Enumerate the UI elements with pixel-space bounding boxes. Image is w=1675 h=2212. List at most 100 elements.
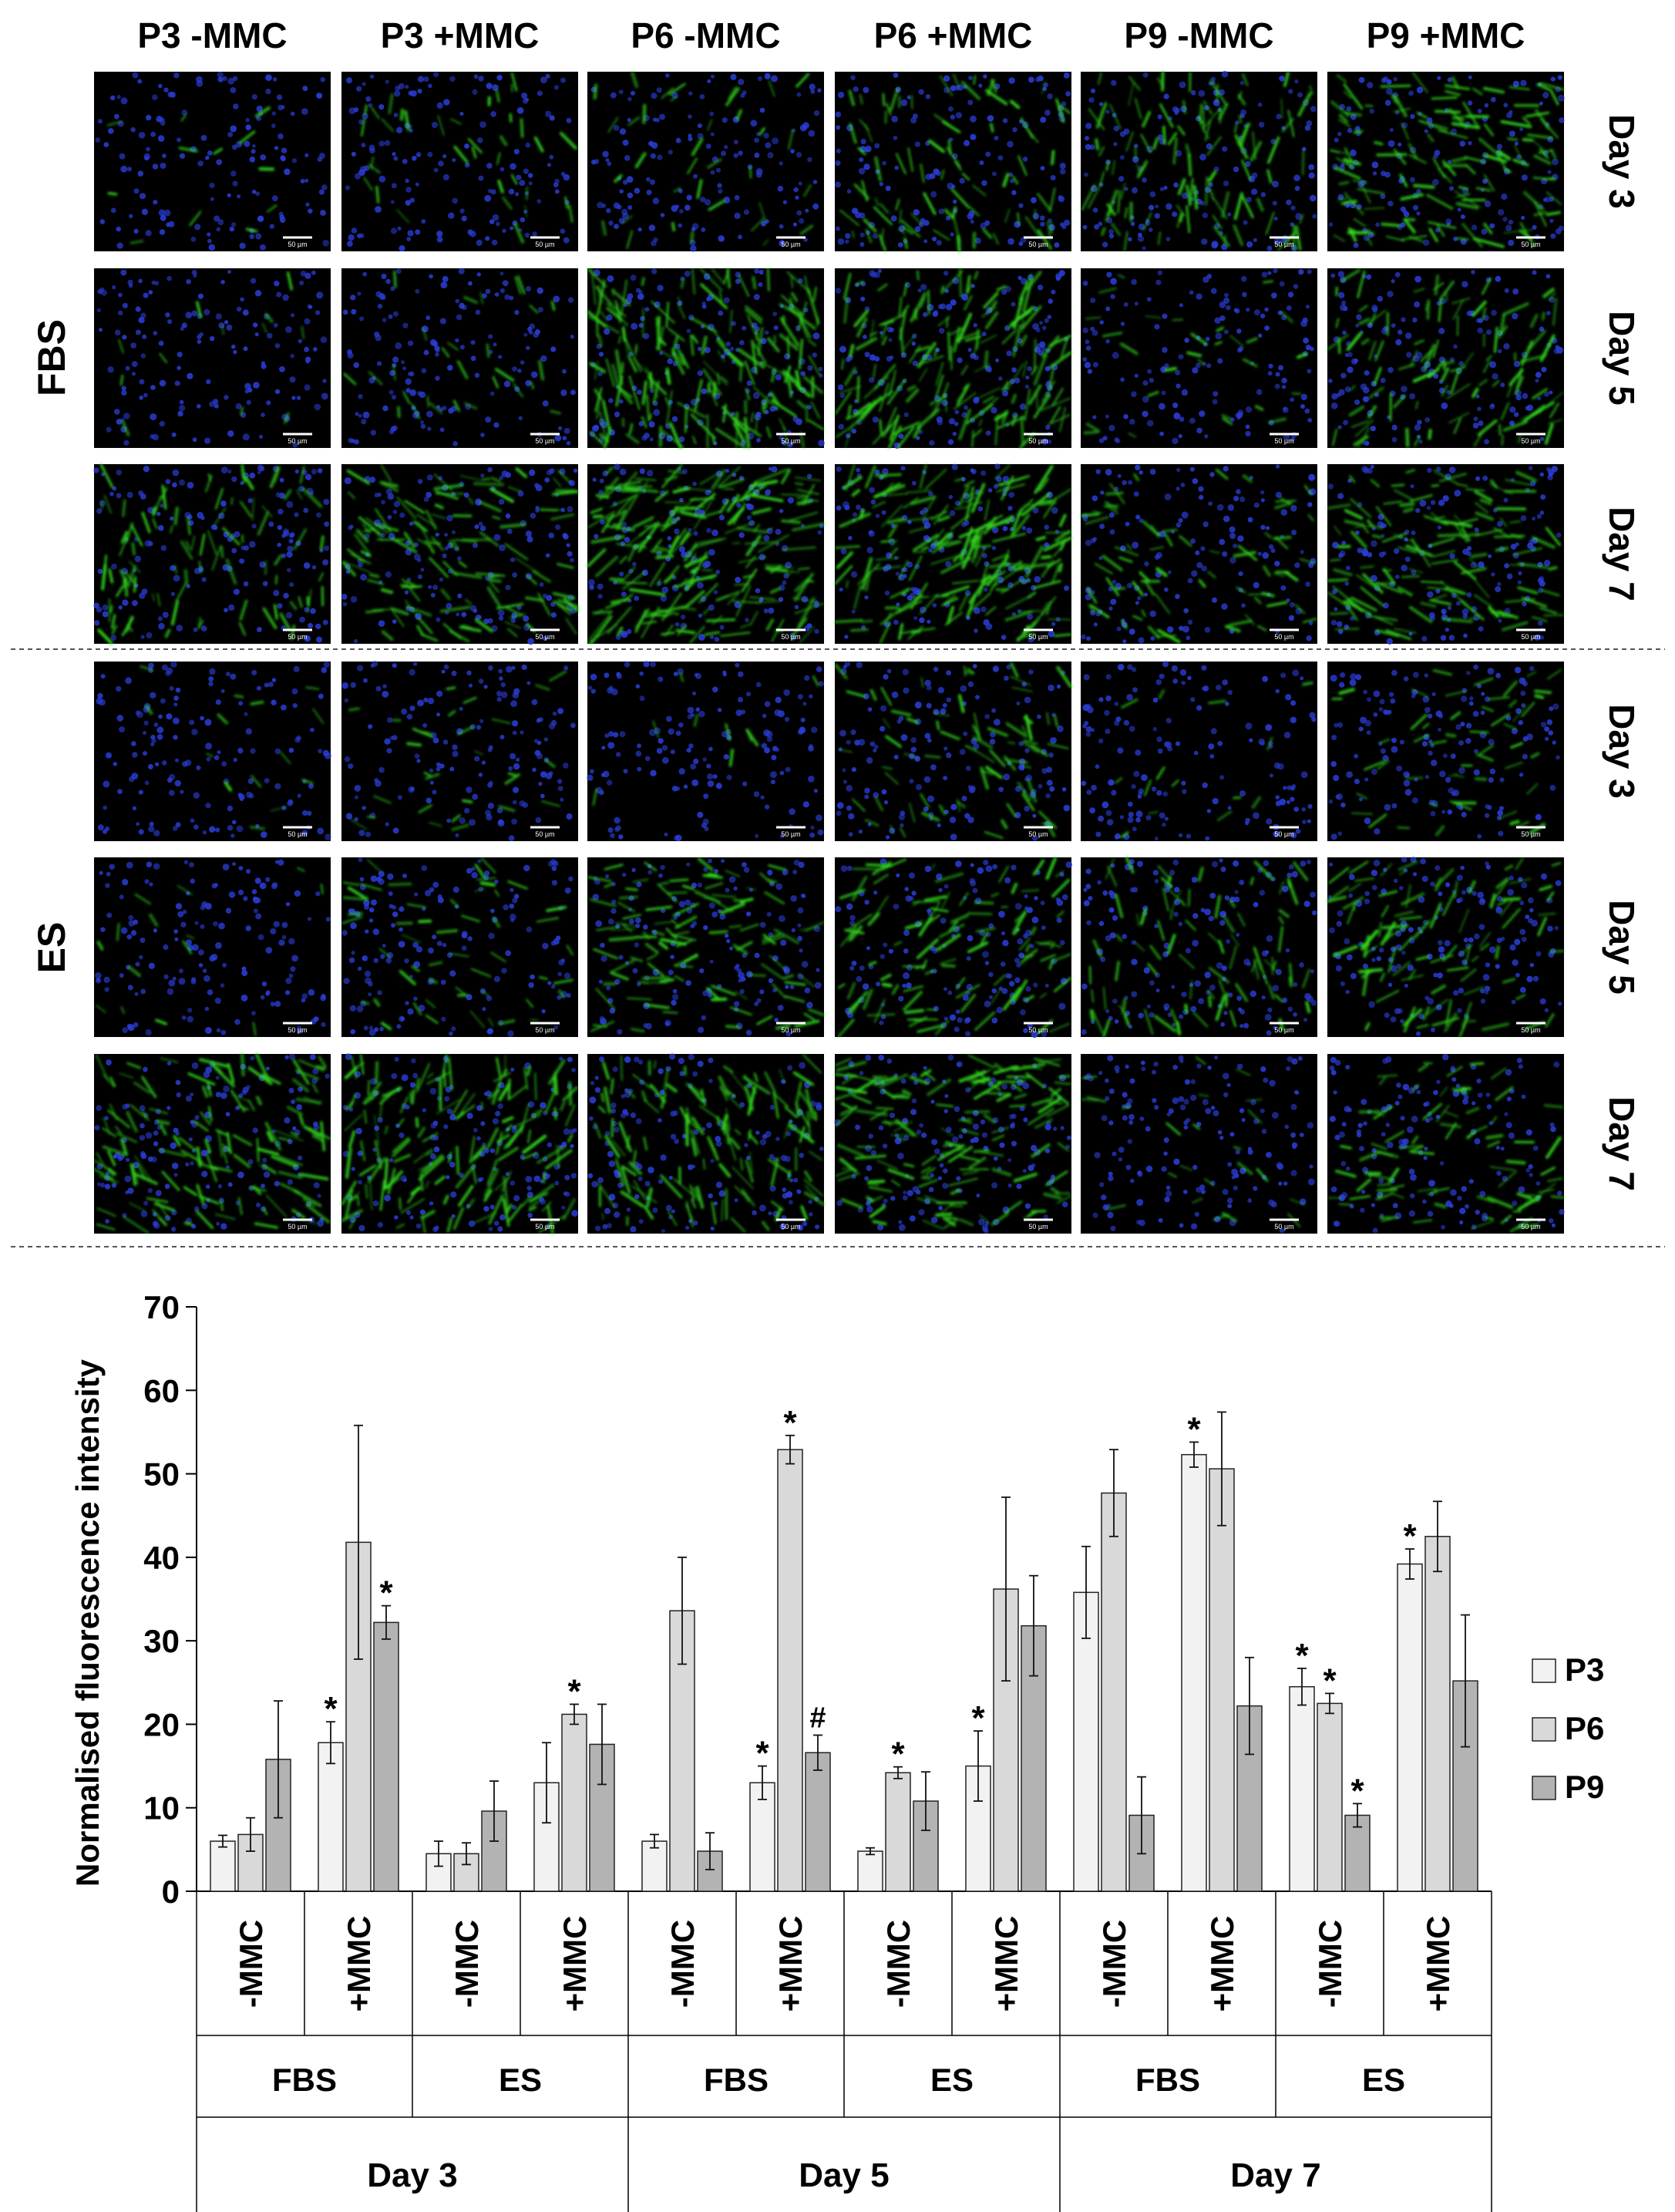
nucleus xyxy=(1515,542,1520,547)
nucleus xyxy=(490,111,496,117)
nucleus xyxy=(455,833,459,837)
nucleus xyxy=(517,369,522,373)
nucleus xyxy=(1123,414,1128,419)
nucleus xyxy=(194,224,201,231)
nucleus xyxy=(567,506,573,513)
nucleus xyxy=(160,544,167,551)
nucleus xyxy=(1447,605,1452,611)
actin-fiber xyxy=(1540,118,1559,139)
actin-fiber xyxy=(691,335,698,344)
nucleus xyxy=(131,741,136,746)
nucleus xyxy=(950,114,956,120)
nucleus xyxy=(713,590,718,594)
nucleus xyxy=(161,760,167,766)
actin-fiber xyxy=(1287,109,1295,137)
actin-fiber xyxy=(363,177,374,191)
nucleus xyxy=(132,72,139,79)
nucleus xyxy=(560,171,566,177)
actin-fiber xyxy=(677,348,687,366)
nucleus xyxy=(166,275,172,281)
nucleus xyxy=(667,536,672,541)
actin-fiber xyxy=(917,355,944,365)
nucleus xyxy=(114,409,120,415)
nucleus xyxy=(178,479,186,486)
nucleus xyxy=(255,191,261,197)
nucleus xyxy=(1027,613,1034,620)
nucleus xyxy=(342,309,348,315)
actin-fiber xyxy=(1233,224,1244,247)
nucleus xyxy=(560,389,567,396)
nucleus xyxy=(1195,362,1201,369)
nucleus xyxy=(1327,483,1334,490)
nucleus xyxy=(661,745,668,751)
nucleus xyxy=(308,623,313,628)
nucleus xyxy=(1229,526,1236,533)
nucleus xyxy=(97,824,104,831)
nucleus xyxy=(643,661,650,668)
nucleus xyxy=(455,298,460,304)
nucleus xyxy=(316,93,322,99)
nucleus xyxy=(793,187,799,193)
nucleus xyxy=(723,297,730,304)
nucleus xyxy=(1222,551,1228,557)
nucleus xyxy=(914,141,921,147)
actin-fiber xyxy=(849,344,855,358)
nucleus xyxy=(1400,206,1406,212)
nucleus xyxy=(1060,222,1065,227)
nucleus xyxy=(173,574,180,582)
nucleus xyxy=(290,354,294,359)
nucleus xyxy=(639,671,644,676)
nucleus xyxy=(1475,394,1480,399)
nucleus xyxy=(447,365,453,371)
actin-fiber xyxy=(745,387,750,401)
nucleus xyxy=(1539,472,1545,477)
nucleus xyxy=(640,315,645,322)
nucleus xyxy=(277,525,283,530)
nucleus xyxy=(325,833,331,840)
nucleus xyxy=(229,226,235,232)
actin-fiber xyxy=(462,799,473,803)
micrograph-tile: 50 µm xyxy=(834,268,1072,449)
nucleus xyxy=(322,619,328,625)
nucleus xyxy=(1447,77,1452,82)
nucleus xyxy=(1041,325,1047,331)
nucleus xyxy=(650,153,657,159)
nucleus xyxy=(478,773,483,777)
nucleus xyxy=(1034,576,1041,583)
nucleus xyxy=(618,89,624,95)
actin-fiber xyxy=(1542,614,1565,617)
actin-fiber xyxy=(616,303,621,324)
nucleus xyxy=(105,827,110,831)
nucleus xyxy=(957,357,963,363)
actin-fiber xyxy=(1364,207,1384,210)
nucleus xyxy=(1371,161,1379,169)
nucleus xyxy=(691,779,699,786)
nucleus xyxy=(106,426,112,433)
nucleus xyxy=(1242,291,1247,298)
actin-fiber xyxy=(700,283,728,309)
nucleus xyxy=(686,748,691,753)
actin-fiber xyxy=(790,291,799,302)
nucleus xyxy=(1290,504,1297,512)
nucleus xyxy=(347,349,352,355)
nucleus xyxy=(474,372,480,378)
nucleus xyxy=(1527,542,1534,549)
nucleus xyxy=(140,353,146,359)
nucleus xyxy=(1540,494,1546,500)
nucleus xyxy=(1090,88,1096,93)
nucleus xyxy=(1337,132,1342,136)
nucleus xyxy=(1521,174,1528,181)
nucleus xyxy=(238,701,244,706)
nucleus xyxy=(1047,439,1052,444)
nucleus xyxy=(504,294,510,300)
nucleus xyxy=(816,666,822,672)
nucleus xyxy=(1229,557,1236,564)
actin-fiber xyxy=(684,406,688,433)
nucleus xyxy=(1290,601,1295,608)
nucleus xyxy=(950,232,954,237)
actin-fiber xyxy=(984,311,999,330)
actin-fiber xyxy=(411,403,421,419)
actin-fiber xyxy=(857,146,866,156)
nucleus xyxy=(738,150,743,156)
